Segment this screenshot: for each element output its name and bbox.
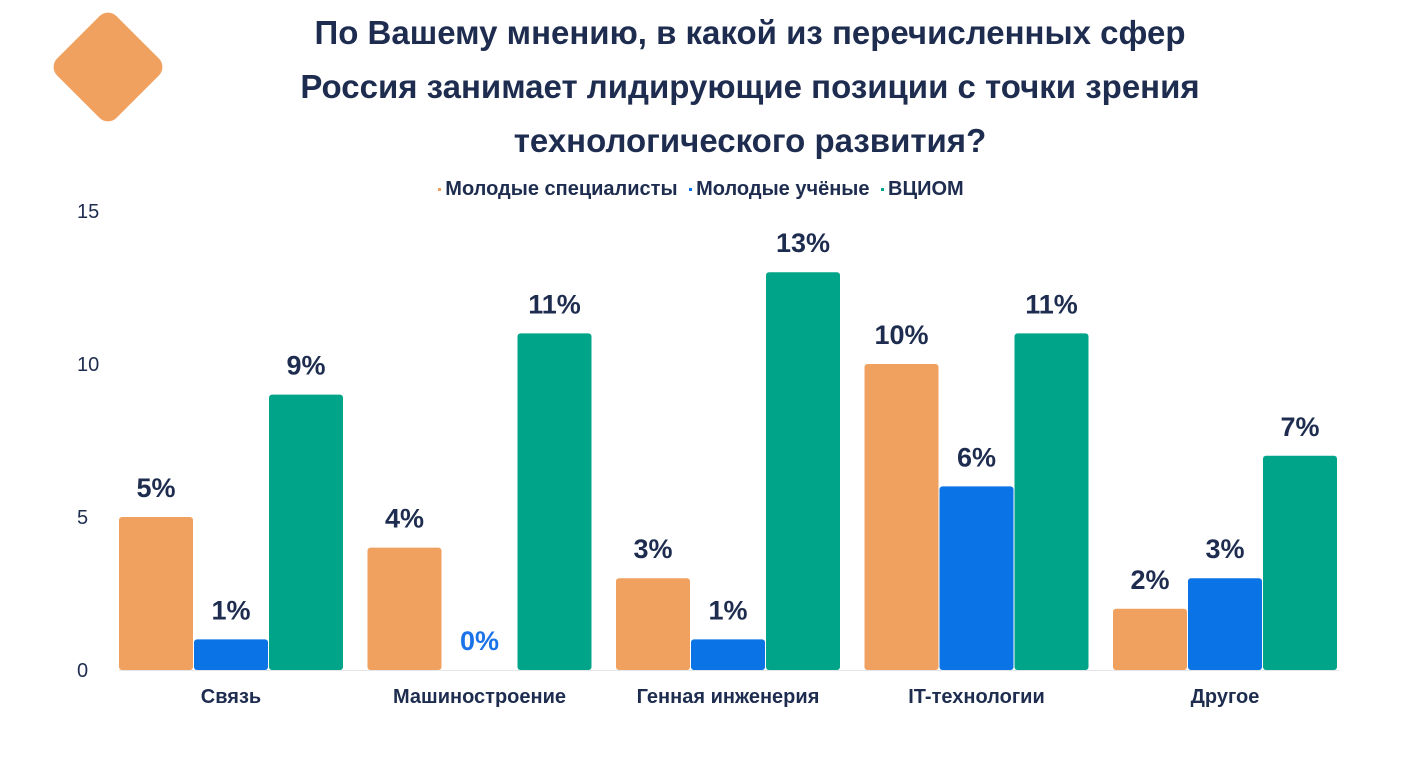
bar xyxy=(939,486,1014,670)
legend: Молодые специалисты Молодые учёные ВЦИОМ xyxy=(0,178,1402,201)
data-label: 2% xyxy=(1130,565,1169,595)
bar xyxy=(864,364,939,670)
bar xyxy=(367,547,442,670)
data-label: 0% xyxy=(460,626,499,656)
data-label: 1% xyxy=(708,595,747,625)
data-label: 10% xyxy=(874,320,928,350)
data-label: 11% xyxy=(528,289,581,319)
legend-label: Молодые учёные xyxy=(696,178,870,200)
x-tick-label: Другое xyxy=(1191,686,1260,708)
x-tick-label: Генная инженерия xyxy=(637,686,820,708)
x-tick-label: IT-технологии xyxy=(908,686,1044,708)
title-line-1: По Вашему мнению, в какой из перечисленн… xyxy=(314,14,1186,51)
title-line-3: технологического развития? xyxy=(513,122,987,159)
bar xyxy=(1188,578,1262,670)
bar xyxy=(1113,608,1187,670)
legend-item-specialists: Молодые специалисты xyxy=(438,178,678,201)
x-tick-label: Машиностроение xyxy=(393,686,566,708)
bar xyxy=(517,333,592,670)
data-label: 1% xyxy=(211,595,250,625)
data-label: 7% xyxy=(1280,412,1319,442)
bar xyxy=(1263,455,1337,670)
legend-marker xyxy=(689,188,693,192)
bar xyxy=(119,517,193,670)
legend-item-vciom: ВЦИОМ xyxy=(881,178,964,201)
data-label: 9% xyxy=(286,351,325,381)
data-label: 13% xyxy=(776,228,830,258)
y-tick-label: 5 xyxy=(77,507,88,529)
title-line-2: Россия занимает лидирующие позиции с точ… xyxy=(300,68,1200,105)
data-label: 3% xyxy=(1205,534,1244,564)
y-tick-label: 0 xyxy=(77,660,88,682)
data-label: 6% xyxy=(957,442,996,472)
y-tick-label: 10 xyxy=(77,354,99,376)
legend-marker xyxy=(881,188,885,192)
bar xyxy=(691,639,765,670)
legend-label: ВЦИОМ xyxy=(888,178,964,200)
chart-title: По Вашему мнению, в какой из перечисленн… xyxy=(230,6,1270,168)
data-label: 5% xyxy=(136,473,175,503)
y-tick-label: 15 xyxy=(77,201,99,223)
bar xyxy=(616,578,690,670)
legend-marker xyxy=(438,188,442,192)
data-label: 11% xyxy=(1025,289,1078,319)
data-label: 3% xyxy=(633,534,672,564)
x-tick-label: Связь xyxy=(201,686,261,708)
legend-item-scientists: Молодые учёные xyxy=(689,178,869,201)
data-label: 4% xyxy=(385,504,424,534)
bar xyxy=(1014,333,1089,670)
legend-label: Молодые специалисты xyxy=(445,178,678,200)
bar xyxy=(194,639,268,670)
bar xyxy=(766,272,840,670)
bar xyxy=(269,394,343,670)
